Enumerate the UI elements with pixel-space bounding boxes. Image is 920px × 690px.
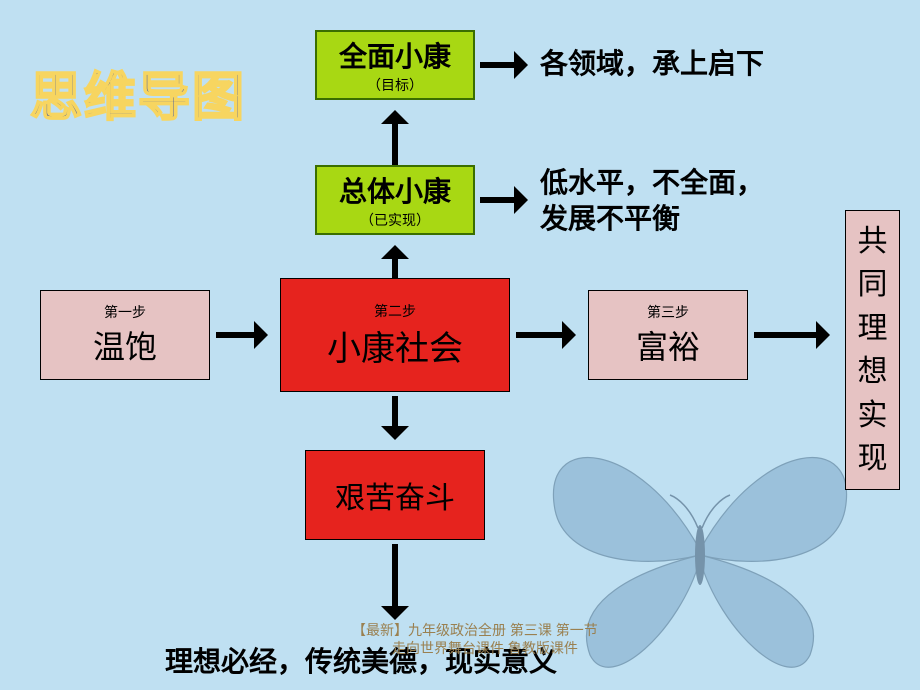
node-quanmian-main: 全面小康 (339, 35, 451, 75)
node-zongti-main: 总体小康 (339, 170, 451, 210)
node-zongti-sub: （已实现） (360, 210, 430, 230)
label-desc1: 各领域，承上启下 (540, 42, 764, 82)
node-xiaokang: 第二步小康社会 (280, 278, 510, 392)
arrow-a_zt_qm-head (381, 110, 409, 124)
diagram-stage: 思维导图全面小康（目标）总体小康（已实现）第一步温饱第二步小康社会第三步富裕艰苦… (0, 0, 920, 690)
node-fuyu-pre: 第三步 (647, 302, 689, 322)
arrow-a_xk_fy-line (516, 332, 562, 338)
mindmap-title: 思维导图 (30, 55, 246, 130)
arrow-a_wb_xk-line (216, 332, 254, 338)
butterfly-decoration (530, 400, 870, 690)
node-gongtong: 共 同 理 想 实 现 (845, 210, 900, 490)
arrow-a_zt_d2-head (514, 186, 528, 214)
node-wenbao: 第一步温饱 (40, 290, 210, 380)
node-fuyu: 第三步富裕 (588, 290, 748, 380)
node-wenbao-pre: 第一步 (104, 302, 146, 322)
node-quanmian-sub: （目标） (367, 75, 423, 95)
arrow-a_xk_zt-line (392, 259, 398, 278)
arrow-a_xk_jk-head (381, 426, 409, 440)
arrow-a_qm_d1-head (514, 51, 528, 79)
arrow-a_wb_xk-head (254, 321, 268, 349)
node-xiaokang-main: 小康社会 (327, 321, 463, 370)
arrow-a_xk_jk-line (392, 396, 398, 426)
arrow-a_jk_bt-line (392, 544, 398, 606)
node-jianku-main: 艰苦奋斗 (335, 473, 455, 517)
node-quanmian: 全面小康（目标） (315, 30, 475, 100)
arrow-a_jk_bt-head (381, 606, 409, 620)
node-xiaokang-pre: 第二步 (374, 301, 416, 321)
arrow-a_zt_qm-line (392, 124, 398, 165)
arrow-a_zt_d2-line (480, 197, 514, 203)
node-wenbao-main: 温饱 (93, 322, 157, 368)
arrow-a_fy_gt-line (754, 332, 816, 338)
node-jianku: 艰苦奋斗 (305, 450, 485, 540)
label-foot2: 走向世界舞台课件 鲁教版课件 (392, 638, 578, 658)
arrow-a_xk_zt-head (381, 245, 409, 259)
node-zongti: 总体小康（已实现） (315, 165, 475, 235)
node-gongtong-text: 共 同 理 想 实 现 (858, 220, 888, 481)
label-foot1: 【最新】九年级政治全册 第三课 第一节 (352, 620, 598, 640)
arrow-a_fy_gt-head (816, 321, 830, 349)
label-desc2: 低水平，不全面， 发展不平衡 (540, 165, 764, 238)
arrow-a_qm_d1-line (480, 62, 514, 68)
node-fuyu-main: 富裕 (636, 322, 700, 368)
arrow-a_xk_fy-head (562, 321, 576, 349)
